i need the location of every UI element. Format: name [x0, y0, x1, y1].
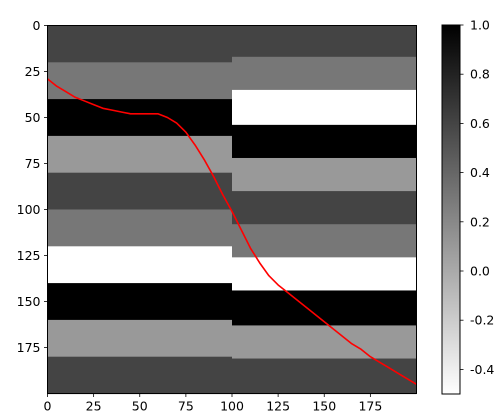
x-axis: 0 25 50 75 100 125 150 175: [44, 393, 382, 414]
x-tick-label: 150: [312, 399, 336, 414]
colorbar-tick-label: -0.2: [470, 313, 494, 328]
x-tick-label: 125: [266, 399, 290, 414]
right-band-9: [232, 325, 417, 360]
left-band-5: [47, 209, 233, 247]
y-tick-label: 125: [17, 248, 41, 263]
right-band-6: [232, 224, 417, 258]
y-tick-label: 100: [17, 202, 41, 217]
colorbar-tick-label: 0.2: [470, 214, 490, 229]
colorbar-tick-label: 1.0: [470, 18, 490, 33]
left-band-9: [47, 356, 233, 395]
left-band-3: [47, 135, 233, 174]
right-band-5: [232, 191, 417, 225]
left-band-4: [47, 172, 233, 211]
y-tick-label: 75: [25, 156, 41, 171]
x-tick-label: 50: [132, 399, 148, 414]
right-band-3: [232, 124, 417, 159]
y-tick-label: 0: [33, 18, 41, 33]
x-tick-label: 75: [178, 399, 194, 414]
boundary-series-line: [47, 78, 417, 385]
colorbar-tick-label: 0.8: [470, 67, 490, 82]
x-tick-label: 100: [220, 399, 244, 414]
x-tick-label: 0: [44, 399, 52, 414]
y-tick-label: 150: [17, 294, 41, 309]
y-tick-label: 50: [25, 110, 41, 125]
y-axis: 0 25 50 75 100 125 150 175: [17, 18, 48, 355]
left-band-0: [47, 25, 233, 63]
right-band-0: [232, 25, 417, 58]
heatmap-bands: [47, 25, 417, 395]
y-tick-label: 25: [25, 64, 41, 79]
left-band-2: [47, 99, 233, 137]
right-band-4: [232, 157, 417, 192]
colorbar-tick-label: 0.0: [470, 264, 490, 279]
right-band-1: [232, 56, 417, 91]
right-band-2: [232, 89, 417, 126]
left-band-6: [47, 246, 233, 284]
colorbar-tick-label: 0.6: [470, 116, 490, 131]
left-band-7: [47, 283, 233, 321]
y-tick-label: 175: [17, 340, 41, 355]
left-band-8: [47, 319, 233, 358]
colorbar-tick-label: -0.4: [470, 362, 494, 377]
x-tick-label: 25: [86, 399, 102, 414]
right-band-8: [232, 290, 417, 327]
left-band-1: [47, 62, 233, 100]
x-tick-label: 175: [358, 399, 382, 414]
colorbar: [441, 24, 461, 395]
colorbar-axis: 1.0 0.8 0.6 0.4 0.2 0.0 -0.2 -0.4: [460, 18, 494, 377]
right-band-10: [232, 358, 417, 395]
colorbar-tick-label: 0.4: [470, 165, 490, 180]
right-band-7: [232, 257, 417, 292]
